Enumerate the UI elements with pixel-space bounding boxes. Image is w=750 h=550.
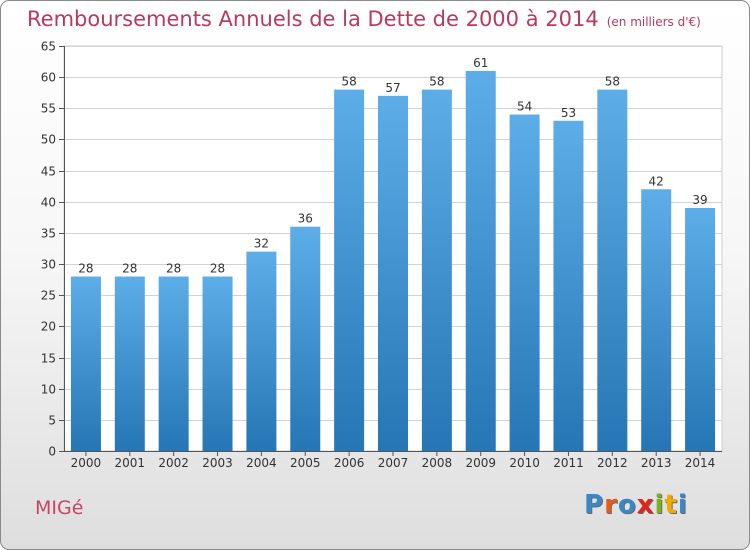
x-tick-label: 2013 bbox=[641, 456, 672, 470]
x-tick-label: 2000 bbox=[71, 456, 102, 470]
bar-value-label: 36 bbox=[298, 212, 313, 226]
logo-letter: o bbox=[617, 490, 637, 520]
y-tick-label: 0 bbox=[48, 445, 56, 459]
bar bbox=[597, 89, 628, 451]
y-tick-label: 65 bbox=[41, 40, 56, 54]
proxiti-logo: Proxiti bbox=[584, 490, 688, 520]
commune-name: MIGé bbox=[35, 497, 84, 519]
bar bbox=[509, 114, 540, 452]
bar bbox=[641, 189, 672, 452]
bar-value-label: 53 bbox=[561, 106, 576, 120]
bar bbox=[553, 120, 584, 452]
bar bbox=[158, 276, 189, 451]
bar-value-label: 57 bbox=[385, 81, 400, 95]
bar-value-label: 58 bbox=[341, 75, 356, 89]
bar-value-label: 28 bbox=[210, 262, 225, 276]
y-tick-label: 50 bbox=[41, 133, 56, 147]
bar bbox=[114, 276, 145, 451]
x-tick-label: 2004 bbox=[246, 456, 277, 470]
x-tick-label: 2006 bbox=[334, 456, 365, 470]
x-tick-label: 2003 bbox=[202, 456, 233, 470]
logo-letter: r bbox=[604, 490, 618, 520]
bar bbox=[290, 226, 321, 451]
x-tick-label: 2007 bbox=[378, 456, 409, 470]
x-tick-label: 2002 bbox=[158, 456, 189, 470]
y-tick-label: 40 bbox=[41, 196, 56, 210]
bar-value-label: 28 bbox=[78, 262, 93, 276]
logo-letter: t bbox=[664, 490, 678, 520]
y-tick-label: 5 bbox=[48, 414, 56, 428]
bar-value-label: 61 bbox=[473, 56, 488, 70]
chart-unit: (en milliers d'€) bbox=[606, 15, 701, 29]
bar bbox=[465, 70, 496, 451]
chart-title: Remboursements Annuels de la Dette de 20… bbox=[27, 7, 701, 31]
y-tick-label: 35 bbox=[41, 227, 56, 241]
x-tick-label: 2001 bbox=[115, 456, 146, 470]
logo-letter: i bbox=[654, 490, 665, 520]
bar-value-label: 28 bbox=[122, 262, 137, 276]
x-tick-label: 2010 bbox=[509, 456, 540, 470]
y-tick-label: 20 bbox=[41, 320, 56, 334]
x-tick-label: 2008 bbox=[422, 456, 453, 470]
y-tick-label: 60 bbox=[41, 71, 56, 85]
bar-value-label: 42 bbox=[649, 174, 664, 188]
bar-value-label: 54 bbox=[517, 100, 532, 114]
y-tick-label: 15 bbox=[41, 352, 56, 366]
bar-value-label: 58 bbox=[429, 75, 444, 89]
bar bbox=[378, 95, 408, 451]
bar-value-label: 28 bbox=[166, 262, 181, 276]
logo-letter: x bbox=[636, 490, 655, 520]
y-tick-label: 10 bbox=[41, 383, 56, 397]
x-tick-label: 2012 bbox=[597, 456, 628, 470]
logo-letter: P bbox=[584, 490, 605, 520]
bar bbox=[685, 208, 716, 451]
bar bbox=[334, 89, 365, 451]
bar-value-label: 58 bbox=[605, 75, 620, 89]
y-tick-label: 30 bbox=[41, 258, 56, 272]
bar bbox=[246, 251, 277, 451]
bar bbox=[70, 276, 101, 451]
x-tick-label: 2005 bbox=[290, 456, 321, 470]
chart-title-text: Remboursements Annuels de la Dette de 20… bbox=[27, 7, 599, 31]
x-tick-label: 2009 bbox=[465, 456, 496, 470]
bar bbox=[421, 89, 452, 451]
x-tick-label: 2011 bbox=[553, 456, 584, 470]
bar-value-label: 32 bbox=[254, 237, 269, 251]
y-tick-label: 55 bbox=[41, 102, 56, 116]
y-tick-label: 45 bbox=[41, 165, 56, 179]
x-tick-label: 2014 bbox=[685, 456, 716, 470]
bar-value-label: 39 bbox=[692, 193, 707, 207]
logo-letter: i bbox=[677, 490, 688, 520]
y-tick-label: 25 bbox=[41, 289, 56, 303]
bar bbox=[202, 276, 233, 451]
